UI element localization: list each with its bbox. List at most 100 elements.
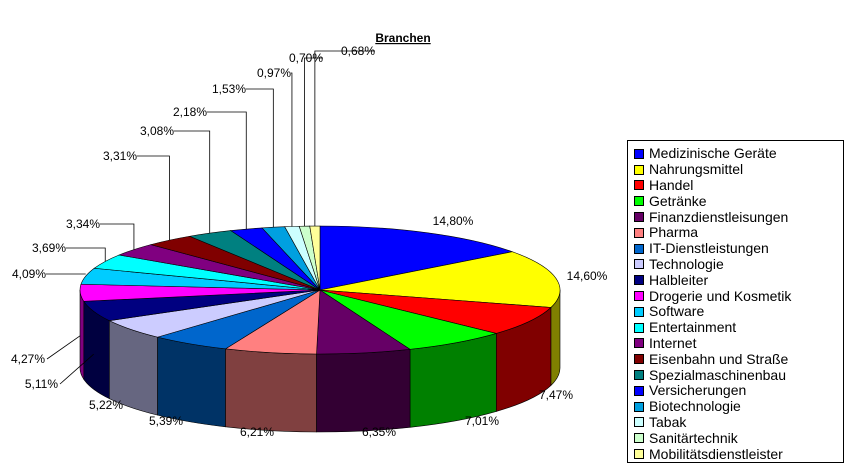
legend-item: Finanzdienstleisungen: [634, 209, 843, 225]
pct-label-7: 5,22%: [89, 398, 123, 412]
leader-line-12: [100, 223, 135, 250]
legend-item: Nahrungsmittel: [634, 162, 843, 178]
legend-label: Tabak: [649, 413, 687, 430]
pct-label-8: 5,11%: [25, 377, 58, 391]
legend-swatch: [634, 385, 644, 396]
leader-line-14: [174, 130, 211, 234]
pct-label-15: 2,18%: [173, 105, 207, 119]
pie-side-5: [225, 348, 317, 433]
legend-item: Eisenbahn und Straße: [634, 351, 843, 367]
legend-swatch: [634, 148, 644, 159]
pie-slice-1: [319, 251, 561, 308]
legend-swatch: [634, 196, 644, 207]
leader-line-8: [59, 353, 94, 385]
pie-leaders: [46, 50, 375, 385]
legend-swatch: [634, 338, 644, 349]
legend-swatch: [634, 259, 644, 270]
legend-item: Versicherungen: [634, 383, 843, 399]
pie-labels: 14,80% 14,60% 7,47% 7,01% 6,35% 6,21% 5,39% 5,2…: [11, 44, 608, 439]
leader-line-11: [66, 247, 106, 262]
legend-label: Software: [649, 303, 705, 320]
pct-label-10: 4,09%: [12, 267, 46, 281]
legend-swatch: [634, 275, 644, 286]
leader-line-13: [137, 155, 170, 241]
legend-swatch: [634, 354, 644, 365]
pie-slice-2: [319, 289, 552, 334]
pct-label-19: 0,68%: [341, 44, 375, 58]
legend-label: Mobilitätsdienstleister: [649, 445, 783, 462]
pct-label-9: 4,27%: [11, 352, 45, 366]
legend-label: Nahrungsmittel: [649, 161, 744, 178]
legend-label: Internet: [649, 334, 697, 351]
legend-swatch: [634, 164, 644, 175]
legend-item: Tabak: [634, 413, 843, 431]
leader-line-18: [304, 57, 323, 227]
pct-label-16: 1,53%: [212, 82, 246, 96]
legend-item: Software: [634, 304, 843, 320]
legend-item: Medizinische Geräte: [634, 146, 843, 162]
leader-line-16: [246, 88, 274, 228]
legend-label: Getränke: [649, 192, 707, 209]
legend-swatch: [634, 227, 644, 238]
pct-label-2: 7,47%: [539, 388, 573, 402]
pct-label-6: 5,39%: [149, 414, 183, 428]
legend-item: Sanitärtechnik: [634, 430, 843, 446]
legend-swatch: [634, 243, 644, 254]
legend-item: Internet: [634, 334, 843, 352]
pct-label-0: 14,80%: [433, 214, 474, 228]
pie-slice-3: [319, 289, 498, 350]
pct-label-13: 3,31%: [103, 149, 137, 163]
pct-label-17: 0,97%: [257, 66, 291, 80]
legend-item: Technologie: [634, 256, 843, 273]
legend-swatch: [634, 433, 644, 444]
legend-label: Sanitärtechnik: [649, 429, 738, 446]
pct-label-3: 7,01%: [465, 414, 499, 428]
leader-line-17: [291, 72, 293, 227]
legend-item: Handel: [634, 176, 843, 194]
legend-item: Pharma: [634, 225, 843, 241]
legend-swatch: [634, 322, 644, 333]
leader-line-15: [207, 111, 247, 230]
legend-item: Mobilitätsdienstleister: [634, 446, 843, 462]
legend-item: Halbleiter: [634, 272, 843, 288]
legend-label: Drogerie und Kosmetik: [649, 287, 792, 304]
pie-top: [79, 225, 561, 355]
chart-title: Branchen: [375, 31, 430, 45]
legend-item: Biotechnologie: [634, 399, 843, 415]
legend-label: Entertainment: [649, 319, 737, 336]
legend-label: Eisenbahn und Straße: [649, 350, 789, 367]
pie-slice-0: [319, 225, 514, 291]
legend-label: Finanzdienstleisungen: [649, 208, 789, 225]
legend-swatch: [634, 291, 644, 302]
pct-label-5: 6,21%: [240, 425, 274, 439]
legend-swatch: [634, 180, 644, 191]
legend-swatch: [634, 401, 644, 412]
legend-swatch: [634, 306, 644, 317]
legend-label: Handel: [649, 176, 694, 193]
legend-swatch: [634, 212, 644, 223]
pct-label-14: 3,08%: [140, 124, 174, 138]
legend-label: Spezialmaschinenbau: [649, 366, 786, 383]
legend: Medizinische Geräte Nahrungsmittel Handel G…: [627, 140, 844, 463]
legend-item: Spezialmaschinenbau: [634, 367, 843, 383]
legend-item: Drogerie und Kosmetik: [634, 288, 843, 304]
pct-label-11: 3,69%: [32, 241, 66, 255]
legend-label: IT-Dienstleistungen: [649, 240, 769, 257]
pct-label-4: 6,35%: [362, 425, 396, 439]
legend-item: Entertainment: [634, 320, 843, 336]
legend-item: Getränke: [634, 193, 843, 209]
legend-swatch: [634, 370, 644, 381]
legend-label: Medizinische Geräte: [649, 145, 777, 162]
legend-item: IT-Dienstleistungen: [634, 241, 843, 257]
legend-swatch: [634, 449, 644, 460]
pct-label-18: 0,70%: [289, 51, 323, 65]
legend-swatch: [634, 417, 644, 428]
legend-label: Halbleiter: [649, 271, 709, 288]
legend-label: Biotechnologie: [649, 398, 741, 415]
pct-label-12: 3,34%: [66, 217, 100, 231]
pct-label-1: 14,60%: [567, 269, 608, 283]
legend-label: Pharma: [649, 224, 699, 241]
leader-line-9: [46, 335, 81, 360]
pie-side-4: [316, 348, 411, 433]
